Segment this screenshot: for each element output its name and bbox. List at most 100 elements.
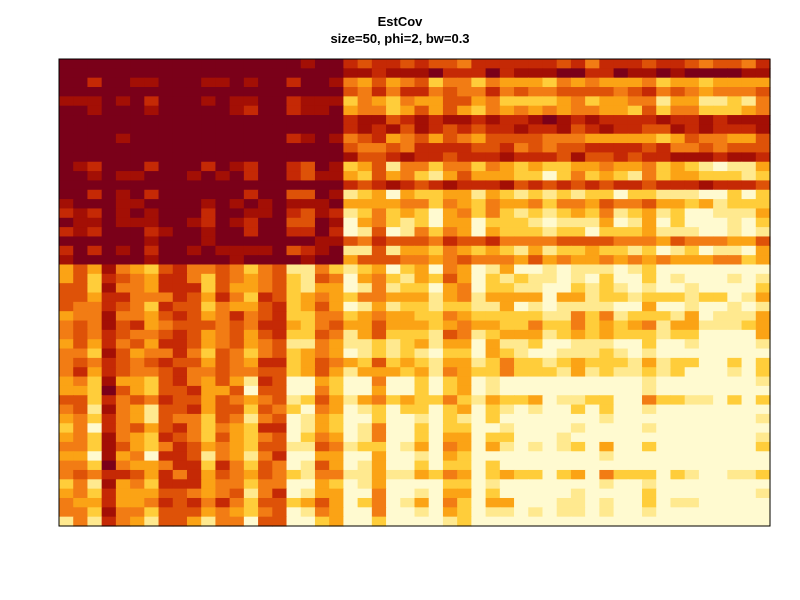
heatmap-cell xyxy=(613,423,629,434)
heatmap-cell xyxy=(528,460,544,471)
heatmap-cell xyxy=(115,292,131,303)
heatmap-cell xyxy=(73,320,89,331)
heatmap-cell xyxy=(314,507,330,518)
heatmap-cell xyxy=(400,367,416,378)
heatmap-cell xyxy=(386,404,401,415)
heatmap-cell xyxy=(314,273,330,284)
heatmap-cell xyxy=(713,404,728,415)
heatmap-cell xyxy=(286,516,302,527)
heatmap-cell xyxy=(343,320,359,331)
heatmap-cell xyxy=(144,283,160,294)
heatmap-cell xyxy=(613,217,629,228)
heatmap-cell xyxy=(172,367,188,378)
heatmap-cell xyxy=(314,413,330,424)
heatmap-cell xyxy=(713,367,728,378)
heatmap-cell xyxy=(656,311,672,322)
heatmap-cell xyxy=(87,273,103,284)
heatmap-cell xyxy=(442,133,458,144)
heatmap-cell xyxy=(656,152,672,163)
heatmap-cell xyxy=(272,488,288,499)
heatmap-cell xyxy=(613,77,629,88)
heatmap-cell xyxy=(499,180,515,191)
heatmap-cell xyxy=(130,404,145,415)
heatmap-cell xyxy=(585,311,600,322)
heatmap-cell xyxy=(727,497,743,508)
heatmap-cell xyxy=(400,348,416,359)
heatmap-cell xyxy=(499,68,515,79)
heatmap-cell xyxy=(755,227,771,238)
heatmap-cell xyxy=(371,59,387,69)
heatmap-cell xyxy=(186,199,202,210)
heatmap-cell xyxy=(727,320,743,331)
heatmap-cell xyxy=(87,395,103,406)
heatmap-cell xyxy=(172,208,188,219)
heatmap-cell xyxy=(642,115,657,125)
heatmap-cell xyxy=(272,385,288,396)
heatmap-cell xyxy=(400,189,416,200)
heatmap-cell xyxy=(698,208,714,219)
heatmap-cell xyxy=(101,376,117,387)
heatmap-cell xyxy=(130,180,145,191)
heatmap-cell xyxy=(130,143,145,153)
heatmap-cell xyxy=(414,273,430,284)
heatmap-cell xyxy=(585,96,600,107)
heatmap-cell xyxy=(599,451,615,462)
heatmap-cell xyxy=(300,171,316,182)
heatmap-cell xyxy=(158,59,174,69)
heatmap-cell xyxy=(698,217,714,228)
heatmap-cell xyxy=(514,105,529,116)
heatmap-cell xyxy=(186,367,202,378)
heatmap-cell xyxy=(542,423,558,434)
heatmap-cell xyxy=(499,460,515,471)
heatmap-cell xyxy=(613,143,629,153)
heatmap-cell xyxy=(329,227,344,238)
heatmap-cell xyxy=(627,133,643,144)
heatmap-cell xyxy=(286,143,302,153)
heatmap-cell xyxy=(144,105,160,116)
heatmap-cell xyxy=(755,245,771,256)
heatmap-cell xyxy=(400,124,416,135)
heatmap-cell xyxy=(371,77,387,88)
heatmap-cell xyxy=(741,441,757,452)
heatmap-cell xyxy=(670,329,686,340)
heatmap-cell xyxy=(528,199,544,210)
heatmap-cell xyxy=(300,152,316,163)
heatmap-cell xyxy=(158,404,174,415)
heatmap-cell xyxy=(428,432,444,443)
heatmap-cell xyxy=(87,451,103,462)
heatmap-cell xyxy=(627,339,643,350)
heatmap-cell xyxy=(542,124,558,135)
heatmap-cell xyxy=(570,329,586,340)
heatmap-cell xyxy=(286,413,302,424)
heatmap-cell xyxy=(457,423,472,434)
heatmap-cell xyxy=(144,441,160,452)
heatmap-cell xyxy=(670,507,686,518)
heatmap-cell xyxy=(741,283,757,294)
heatmap-cell xyxy=(570,255,586,266)
heatmap-cell xyxy=(514,217,529,228)
heatmap-cell xyxy=(101,311,117,322)
heatmap-cell xyxy=(642,488,657,499)
heatmap-cell xyxy=(258,245,273,256)
heatmap-cell xyxy=(329,199,344,210)
heatmap-cell xyxy=(442,497,458,508)
heatmap-cell xyxy=(258,115,273,125)
heatmap-cell xyxy=(599,479,615,490)
heatmap-cell xyxy=(741,385,757,396)
heatmap-cell xyxy=(471,105,487,116)
heatmap-cell xyxy=(243,311,259,322)
heatmap-cell xyxy=(371,292,387,303)
heatmap-cell xyxy=(371,320,387,331)
heatmap-cell xyxy=(585,77,600,88)
heatmap-cell xyxy=(499,413,515,424)
heatmap-cell xyxy=(499,227,515,238)
heatmap-cell xyxy=(698,329,714,340)
heatmap-cell xyxy=(542,301,558,312)
heatmap-cell xyxy=(713,143,728,153)
heatmap-cell xyxy=(286,385,302,396)
heatmap-cell xyxy=(300,273,316,284)
heatmap-cell xyxy=(741,423,757,434)
heatmap-cell xyxy=(755,264,771,275)
heatmap-cell xyxy=(272,133,288,144)
heatmap-cell xyxy=(698,432,714,443)
